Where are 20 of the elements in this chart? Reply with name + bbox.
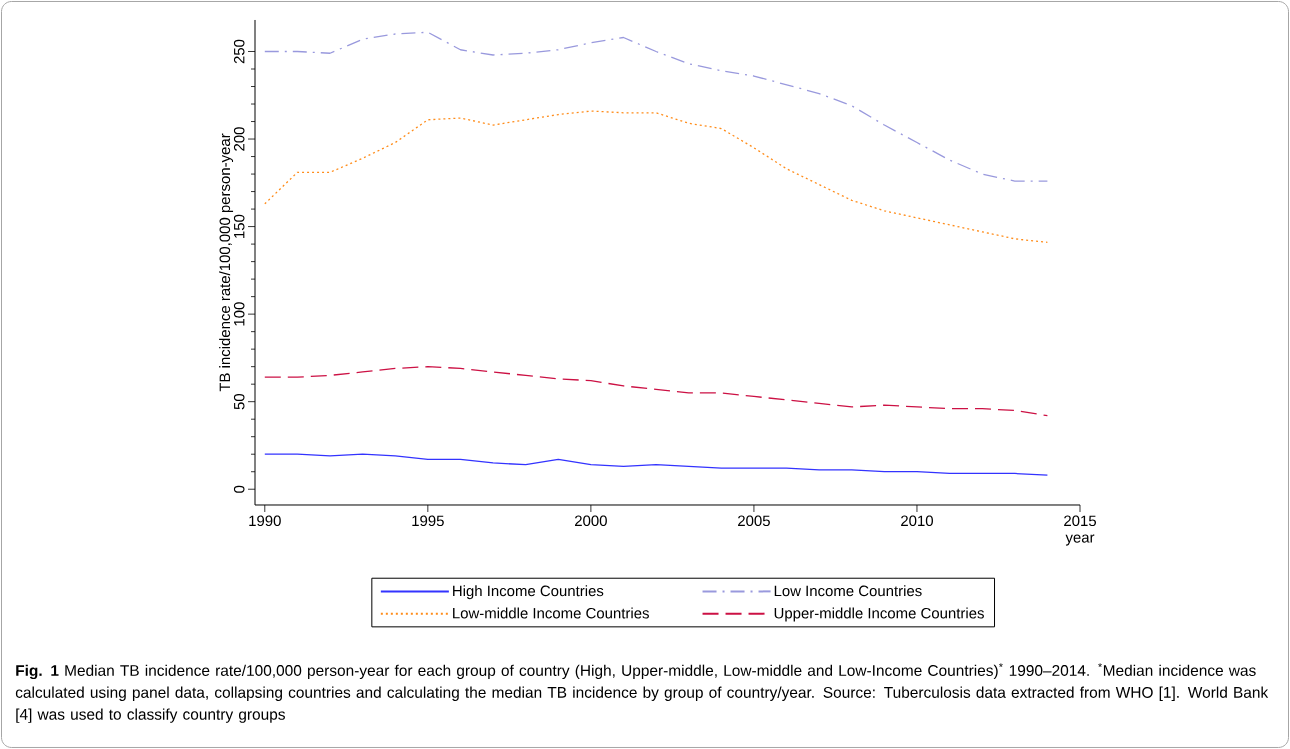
y-tick-label: 100 — [233, 302, 245, 326]
line-series — [264, 366, 1049, 417]
x-tick-label: 2015 — [1064, 515, 1096, 527]
x-tick-label: 2005 — [738, 515, 770, 527]
y-tick-label: 200 — [233, 127, 245, 151]
text: Fig. 1 Median TB incidence rate/100,000 person-year for each group of country (High, Upper-middle, Low-middle and Low-Income Countries)$^{*}$ 1990–2014. $^{*}$Median incidence was calculated using panel data, collapsing countries and calculating the median TB incidence by group of country/year. Source: Tuberculosis data extracted from WHO [1]. World Bank [4] was used to classify country groups — [15, 663, 1269, 723]
y-tick-label: 250 — [233, 39, 245, 64]
legend-label: Upper-middle Income Countries — [774, 607, 984, 622]
x-tick-label: 2010 — [901, 515, 933, 527]
x-tick-label: 1990 — [249, 515, 281, 527]
x-tick-label: 1995 — [412, 515, 444, 527]
y-tick-label: 0 — [233, 485, 245, 493]
legend-label: Low-middle Income Countries — [453, 607, 649, 619]
legend-label: High Income Countries — [453, 585, 604, 600]
y-tick-label: 50 — [233, 393, 245, 410]
x-axis-title: year — [1065, 534, 1095, 546]
y-axis-title: TB incidence rate/100,000 person-year — [219, 133, 234, 392]
legend-label: Low Income Countries — [774, 585, 922, 597]
y-tick-label: 150 — [233, 214, 245, 238]
x-tick-label: 2000 — [575, 515, 607, 527]
